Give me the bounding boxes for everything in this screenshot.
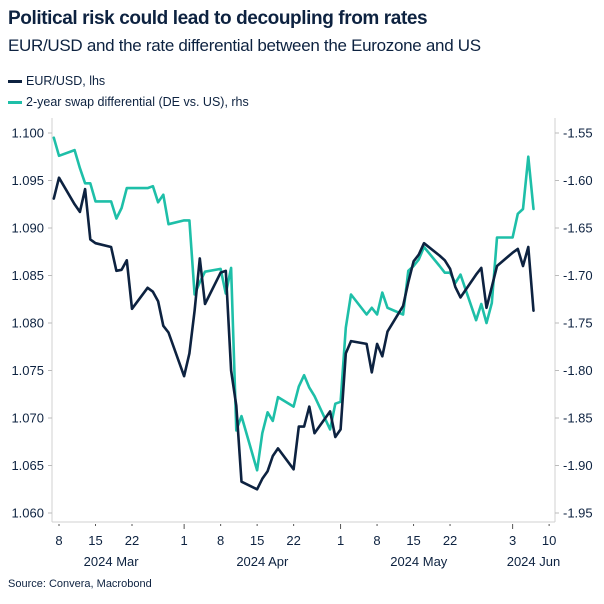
x-tick-label: 15 (406, 533, 420, 548)
right-tick-label: -1.80 (563, 363, 593, 378)
left-tick-label: 1.065 (11, 458, 44, 473)
x-tick-label: 8 (373, 533, 380, 548)
x-tick-label: 8 (55, 533, 62, 548)
right-tick-label: -1.55 (563, 126, 593, 141)
x-tick-label: 22 (443, 533, 457, 548)
right-tick-label: -1.70 (563, 268, 593, 283)
left-tick-label: 1.060 (11, 506, 44, 521)
x-month-label: 2024 Mar (84, 554, 140, 569)
left-tick-label: 1.070 (11, 411, 44, 426)
right-tick-label: -1.95 (563, 506, 593, 521)
x-month-label: 2024 May (390, 554, 448, 569)
right-tick-label: -1.60 (563, 173, 593, 188)
x-tick-label: 8 (217, 533, 224, 548)
series-line-eurusd (52, 176, 535, 491)
right-tick-label: -1.65 (563, 221, 593, 236)
legend-swatch-swap (8, 100, 22, 104)
chart-subtitle: EUR/USD and the rate differential betwee… (8, 36, 481, 55)
x-tick-label: 1 (181, 533, 188, 548)
x-tick-label: 3 (509, 533, 516, 548)
legend-item-eurusd: EUR/USD, lhs (8, 74, 105, 88)
legend-swatch-eurusd (8, 79, 22, 83)
x-tick-label: 22 (125, 533, 139, 548)
x-tick-label: 22 (286, 533, 300, 548)
x-tick-label: 1 (337, 533, 344, 548)
legend-label-eurusd: EUR/USD, lhs (26, 74, 106, 88)
right-tick-label: -1.75 (563, 316, 593, 331)
x-tick-label: 15 (250, 533, 264, 548)
x-month-label: 2024 Apr (236, 554, 289, 569)
left-tick-label: 1.100 (11, 126, 44, 141)
x-tick-label: 15 (88, 533, 102, 548)
left-tick-label: 1.080 (11, 316, 44, 331)
legend-label-swap: 2-year swap differential (DE vs. US), rh… (26, 95, 249, 109)
left-tick-label: 1.085 (11, 268, 44, 283)
source-note: Source: Convera, Macrobond (8, 578, 152, 590)
x-month-label: 2024 Jun (507, 554, 561, 569)
right-tick-label: -1.90 (563, 458, 593, 473)
left-tick-label: 1.090 (11, 221, 44, 236)
legend-item-swap: 2-year swap differential (DE vs. US), rh… (8, 95, 249, 109)
x-tick-label: 10 (542, 533, 556, 548)
series-line-swap (52, 136, 535, 472)
right-tick-label: -1.85 (563, 411, 593, 426)
left-tick-label: 1.095 (11, 173, 44, 188)
left-tick-label: 1.075 (11, 363, 44, 378)
chart-title: Political risk could lead to decoupling … (8, 8, 428, 29)
